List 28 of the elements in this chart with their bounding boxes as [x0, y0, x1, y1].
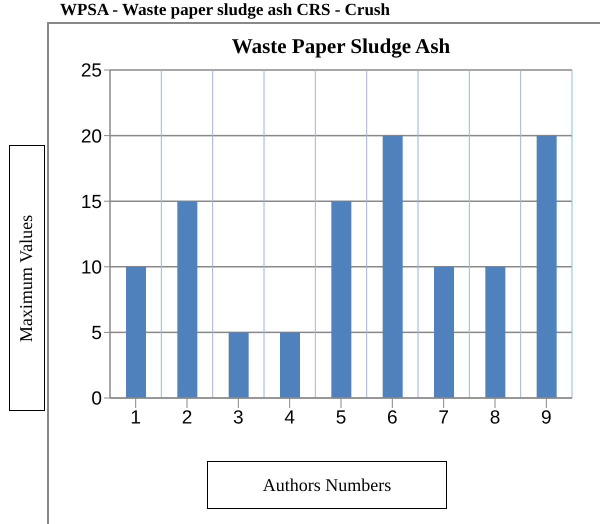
- y-tick-label: 15: [80, 192, 102, 213]
- y-axis-title: Maximum Values: [16, 214, 38, 342]
- text: WPSA - Waste paper sludge ash CRS - Crush: [60, 0, 390, 20]
- y-tick-label: 10: [80, 258, 102, 279]
- x-tick-label: 9: [541, 407, 552, 428]
- x-tick-label: 3: [233, 407, 244, 428]
- x-axis-title: Authors Numbers: [207, 461, 447, 509]
- x-tick-label: 7: [438, 407, 449, 428]
- x-tick-label: 2: [182, 407, 192, 428]
- bar: [177, 201, 198, 398]
- y-tick-label: 0: [91, 388, 102, 410]
- bar: [228, 332, 249, 398]
- y-tick-label: 25: [80, 60, 102, 82]
- bar: [536, 136, 557, 398]
- x-tick-label: 4: [284, 407, 296, 428]
- bar: [485, 266, 506, 398]
- y-tick-label: 20: [80, 126, 102, 148]
- bar: [434, 266, 454, 398]
- x-tick-label: 8: [490, 407, 500, 428]
- bar: [126, 266, 146, 398]
- chart-title: Waste Paper Sludge Ash: [230, 34, 452, 59]
- y-tick-label: 5: [91, 323, 102, 344]
- x-tick-label: 6: [387, 407, 398, 428]
- bar: [382, 136, 403, 398]
- bar: [331, 201, 352, 398]
- x-tick-label: 5: [336, 407, 346, 428]
- bar: [280, 332, 300, 398]
- x-tick-label: 1: [130, 407, 141, 428]
